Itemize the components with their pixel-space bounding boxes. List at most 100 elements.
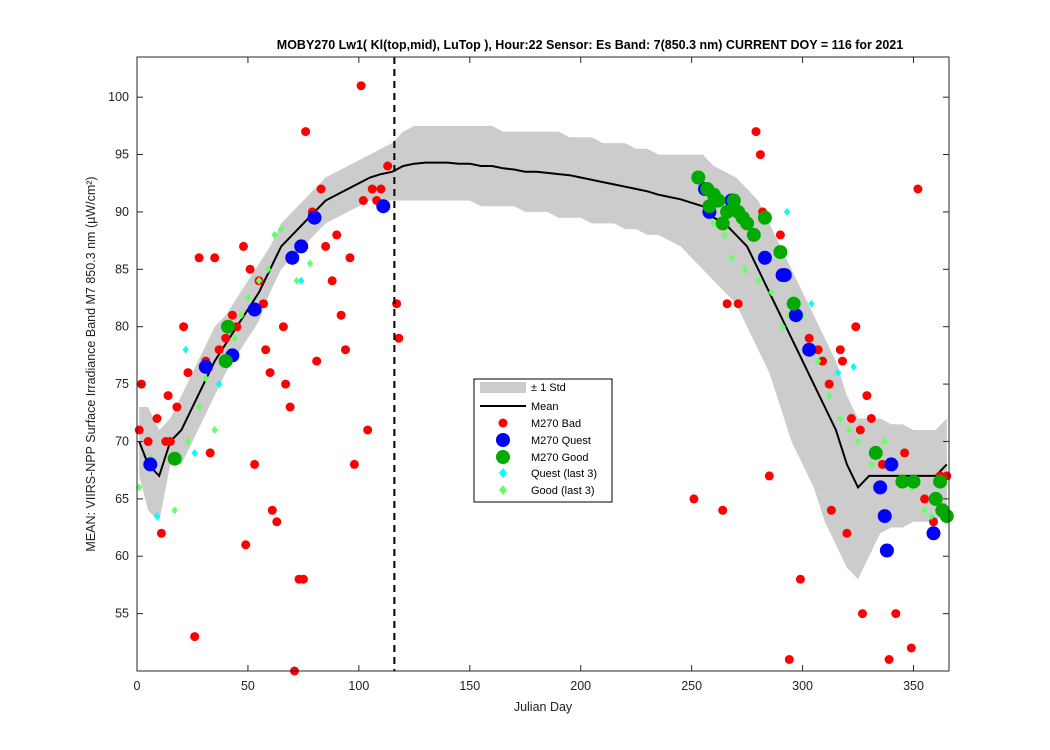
quest-point	[873, 480, 888, 495]
quest-last3-point	[215, 380, 223, 389]
bad-point	[281, 379, 291, 389]
bad-point	[267, 505, 277, 515]
bad-point	[846, 414, 856, 423]
good-last3-point	[211, 425, 218, 434]
legend-std-swatch	[480, 382, 526, 393]
x-tick-label: 250	[681, 679, 702, 693]
good-last3-point	[837, 414, 844, 423]
quest-point	[376, 199, 391, 214]
quest-point	[285, 250, 300, 265]
bad-point	[239, 241, 248, 251]
good-point	[720, 204, 735, 219]
good-last3-point	[814, 357, 822, 366]
bad-point	[826, 505, 836, 515]
legend-quest-label: M270 Quest	[531, 435, 591, 447]
quest-point	[877, 509, 892, 524]
quest-point	[788, 308, 803, 323]
bad-point	[913, 184, 923, 194]
quest-point	[143, 457, 158, 472]
legend-good-last3-marker	[499, 485, 507, 495]
bad-point	[755, 150, 765, 160]
bad-point	[341, 345, 350, 355]
y-tick-label: 75	[115, 377, 129, 391]
bad-point	[265, 368, 275, 378]
legend-quest-last3-marker	[499, 468, 507, 478]
good-last3-point	[921, 506, 928, 515]
bad-point	[163, 391, 173, 401]
good-last3-point	[171, 506, 178, 515]
bad-point	[301, 127, 311, 137]
good-point	[218, 354, 233, 369]
y-tick-label: 80	[115, 320, 129, 334]
bad-point	[795, 574, 805, 584]
bad-point	[327, 276, 337, 286]
good-point	[691, 170, 706, 185]
y-tick-label: 90	[115, 205, 129, 219]
good-last3-point	[184, 437, 192, 446]
bad-point	[900, 448, 910, 458]
y-axis-ticks: 55 60 65 70 75 80 85 90 95 100	[108, 90, 949, 621]
bad-point	[156, 528, 166, 538]
y-tick-label: 95	[115, 148, 129, 162]
x-tick-label: 150	[459, 679, 480, 693]
bad-point	[376, 184, 386, 194]
good-last3-point	[721, 230, 729, 239]
good-last3-point	[768, 288, 775, 297]
bad-point	[891, 609, 901, 619]
good-last3-point	[741, 265, 749, 274]
bad-point	[906, 643, 916, 653]
good-last3-point	[195, 403, 203, 412]
bad-point	[261, 345, 271, 355]
x-tick-label: 100	[348, 679, 369, 693]
legend-std-label: ± 1 Std	[531, 382, 566, 394]
quest-point	[777, 268, 792, 283]
bad-point	[751, 127, 761, 137]
good-point	[167, 451, 182, 466]
good-point	[746, 227, 761, 242]
x-tick-label: 0	[134, 679, 141, 693]
bad-point	[356, 81, 366, 91]
bad-point	[321, 241, 331, 251]
quest-point	[884, 457, 899, 472]
bad-point	[345, 253, 355, 263]
y-tick-label: 70	[115, 434, 129, 448]
bad-point	[818, 356, 827, 366]
bad-point	[804, 333, 814, 343]
plot-frame	[136, 56, 950, 672]
legend-bad-label: M270 Bad	[531, 418, 581, 430]
points-layer	[134, 81, 954, 676]
good-last3-point	[825, 391, 833, 400]
bad-point	[824, 379, 834, 389]
bad-point	[813, 345, 823, 355]
bad-point	[210, 253, 220, 263]
quest-last3-point	[850, 362, 857, 371]
bad-point	[733, 299, 743, 309]
y-axis-label: MEAN: VIIRS-NPP Surface Irradiance Band …	[84, 176, 98, 551]
bad-point	[689, 494, 699, 504]
good-last3-point	[881, 437, 888, 446]
bad-point	[884, 655, 894, 664]
quest-point	[307, 210, 322, 225]
quest-point	[247, 302, 262, 317]
y-tick-label: 85	[115, 262, 129, 276]
bad-point	[764, 471, 774, 481]
good-last3-point	[244, 294, 252, 303]
good-last3-point	[293, 276, 300, 285]
bad-point	[245, 264, 255, 274]
bad-point	[858, 609, 867, 619]
good-last3-point	[306, 259, 314, 268]
quest-last3-point	[182, 345, 190, 354]
quest-last3-point	[834, 368, 842, 377]
legend-quest-last3-label: Quest (last 3)	[531, 468, 597, 480]
good-point	[928, 491, 943, 506]
bad-point	[336, 310, 346, 320]
bad-point	[775, 230, 785, 240]
bad-point	[862, 391, 872, 401]
bad-point	[221, 333, 231, 343]
bad-point	[842, 528, 852, 538]
good-point	[715, 216, 730, 231]
bad-point	[367, 184, 377, 194]
bad-point	[383, 161, 393, 171]
good-last3-point	[264, 265, 272, 274]
bad-point	[183, 368, 193, 378]
